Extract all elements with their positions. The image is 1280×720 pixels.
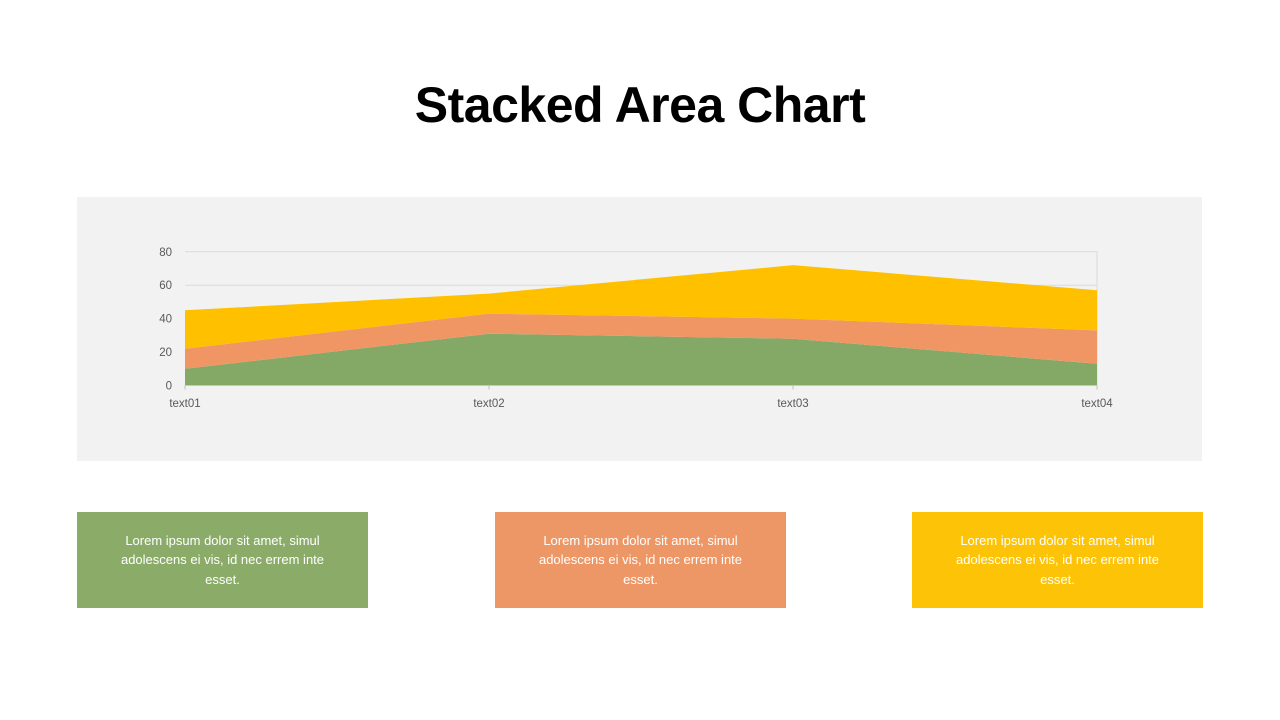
y-axis-label-40: 40 <box>159 314 172 326</box>
x-axis-label-text04: text04 <box>1081 398 1113 410</box>
page-title: Stacked Area Chart <box>414 76 866 133</box>
area-series-orange <box>185 313 1097 369</box>
area-series-yellow <box>185 265 1097 349</box>
card-green-text: Lorem ipsum dolor sit amet, simul adoles… <box>120 532 325 587</box>
x-axis-label-text03: text03 <box>777 398 808 410</box>
card-orange: Lorem ipsum dolor sit amet, simul adoles… <box>495 512 786 608</box>
chart-panel: 0 20 40 60 80 text01 text02 text03 text04 <box>77 197 1202 461</box>
y-axis-label-60: 60 <box>159 280 172 292</box>
card-yellow-text: Lorem ipsum dolor sit amet, simul adoles… <box>955 532 1160 587</box>
area-series-green <box>185 333 1097 386</box>
x-axis-label-text02: text02 <box>473 398 504 410</box>
card-orange-text: Lorem ipsum dolor sit amet, simul adoles… <box>538 532 743 587</box>
stacked-area-chart: 0 20 40 60 80 text01 text02 text03 text04 <box>159 247 1113 410</box>
x-axis-label-text01: text01 <box>169 398 200 410</box>
y-axis-label-80: 80 <box>159 247 172 259</box>
y-axis-label-20: 20 <box>159 347 172 359</box>
card-green: Lorem ipsum dolor sit amet, simul adoles… <box>77 512 368 608</box>
card-yellow: Lorem ipsum dolor sit amet, simul adoles… <box>912 512 1203 608</box>
y-axis-label-0: 0 <box>166 381 172 393</box>
